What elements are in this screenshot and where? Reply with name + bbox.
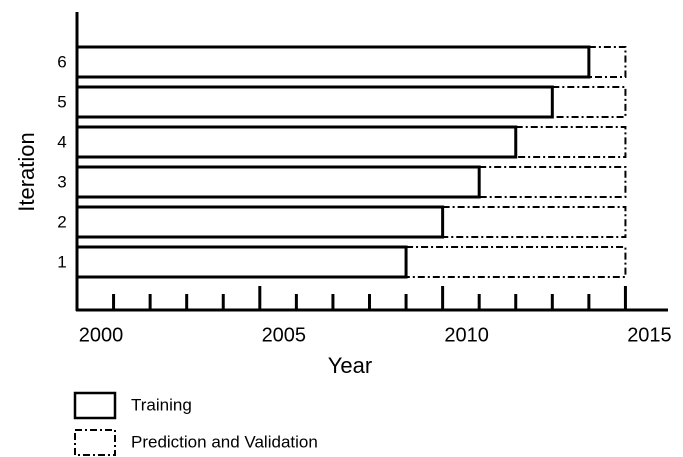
training-bar <box>75 45 591 79</box>
legend-label: Training <box>131 395 192 414</box>
y-tick-label: 4 <box>57 132 66 151</box>
legend-label: Prediction and Validation <box>131 432 318 451</box>
x-tick-label: 2000 <box>79 324 124 346</box>
prediction-bar <box>587 46 627 78</box>
training-bar <box>75 245 408 279</box>
y-tick-label: 1 <box>57 252 66 271</box>
x-tick-label: 2010 <box>444 324 489 346</box>
prediction-bar <box>441 206 627 238</box>
training-bar <box>75 205 445 239</box>
x-tick-label: 2005 <box>262 324 307 346</box>
y-axis-label: Iteration <box>14 132 39 212</box>
y-tick-label: 6 <box>57 52 66 71</box>
x-axis-label: Year <box>328 353 372 378</box>
legend-swatch <box>74 429 116 456</box>
y-tick-label: 3 <box>57 172 66 191</box>
training-bar <box>75 85 554 119</box>
prediction-bar <box>405 246 627 278</box>
prediction-bar <box>551 86 627 118</box>
prediction-bar <box>514 126 627 158</box>
prediction-bar <box>478 166 627 198</box>
x-tick-label: 2015 <box>627 324 672 346</box>
y-tick-label: 5 <box>57 92 66 111</box>
training-bar <box>75 125 518 159</box>
legend-swatch <box>73 391 117 420</box>
training-bar <box>75 165 481 199</box>
y-tick-label: 2 <box>57 212 66 231</box>
